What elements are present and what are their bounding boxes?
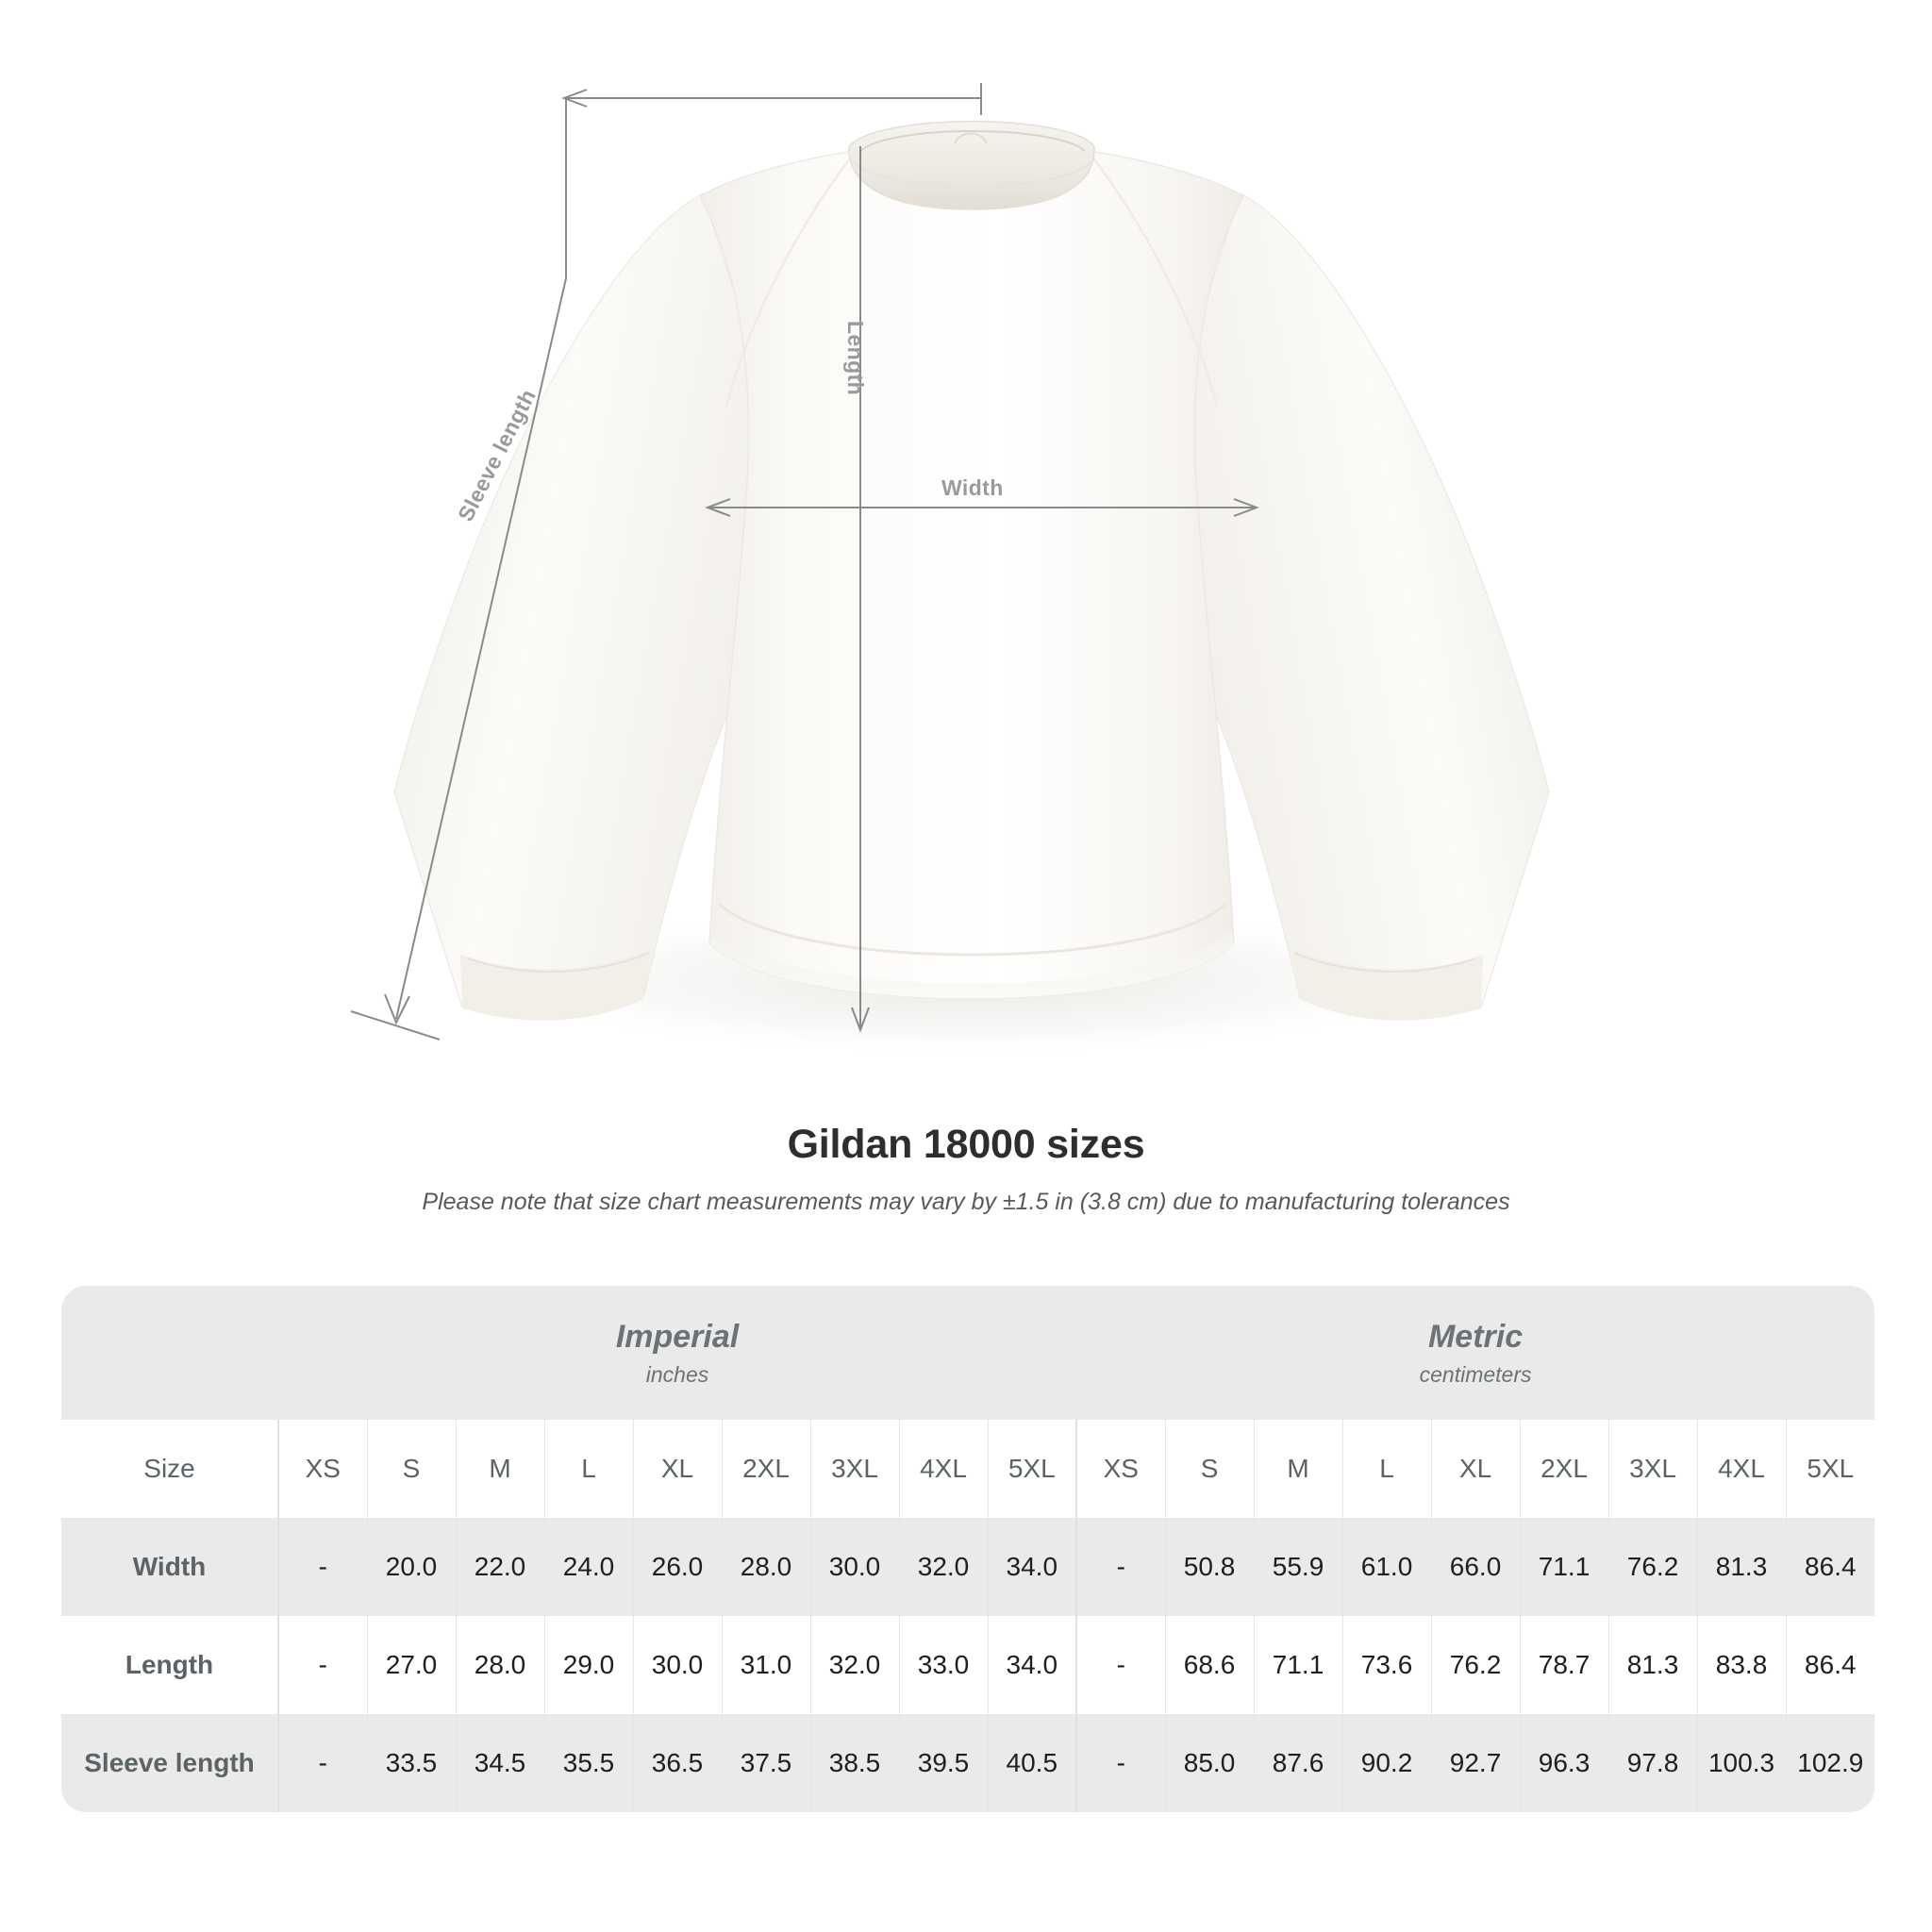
cell-width-imperial-m: 22.0 [455, 1518, 544, 1616]
column-header-metric-4xl: 4XL [1696, 1420, 1787, 1518]
cell-length-metric-xl: 76.2 [1430, 1616, 1521, 1714]
cell-width-metric-2xl: 71.1 [1519, 1518, 1609, 1616]
sweatshirt-diagram [350, 83, 1550, 1057]
cell-width-metric-4xl: 81.3 [1696, 1518, 1787, 1616]
cell-width-imperial-xl: 26.0 [632, 1518, 722, 1616]
cell-length-metric-4xl: 83.8 [1696, 1616, 1787, 1714]
size-chart-table-wrapper: Imperial inches Metric centimeters Size … [61, 1286, 1875, 1812]
column-header-imperial-5xl: 5XL [987, 1420, 1077, 1518]
cell-sleeve-imperial-l: 35.5 [543, 1714, 633, 1812]
length-dimension-label: Length [843, 321, 868, 396]
cell-sleeve-metric-m: 87.6 [1253, 1714, 1343, 1812]
tolerance-note: Please note that size chart measurements… [422, 1189, 1510, 1216]
cell-sleeve-imperial-2xl: 37.5 [721, 1714, 810, 1812]
cell-sleeve-metric-xl: 92.7 [1430, 1714, 1521, 1812]
column-header-imperial-xs: XS [277, 1420, 367, 1518]
cell-width-metric-m: 55.9 [1253, 1518, 1343, 1616]
cell-sleeve-metric-2xl: 96.3 [1519, 1714, 1609, 1812]
cell-width-metric-xs: - [1075, 1518, 1166, 1616]
cell-sleeve-metric-xs: - [1075, 1714, 1166, 1812]
cell-width-imperial-xs: - [277, 1518, 367, 1616]
cell-width-imperial-2xl: 28.0 [721, 1518, 810, 1616]
cell-length-metric-3xl: 81.3 [1607, 1616, 1698, 1714]
cell-width-imperial-s: 20.0 [366, 1518, 456, 1616]
unit-group-imperial-name: Imperial [615, 1318, 740, 1355]
cell-sleeve-imperial-4xl: 39.5 [898, 1714, 988, 1812]
column-header-metric-5xl: 5XL [1785, 1420, 1875, 1518]
cell-sleeve-metric-s: 85.0 [1164, 1714, 1255, 1812]
column-header-metric-l: L [1341, 1420, 1432, 1518]
cell-length-metric-5xl: 86.4 [1785, 1616, 1875, 1714]
title-block: Gildan 18000 sizes Please note that size… [0, 1122, 1932, 1216]
cell-width-imperial-4xl: 32.0 [898, 1518, 988, 1616]
column-header-metric-3xl: 3XL [1607, 1420, 1698, 1518]
page-title: Gildan 18000 sizes [787, 1122, 1145, 1167]
cell-length-metric-2xl: 78.7 [1519, 1616, 1609, 1714]
width-dimension-label: Width [941, 475, 1004, 500]
cell-sleeve-imperial-xl: 36.5 [632, 1714, 722, 1812]
cell-length-metric-m: 71.1 [1253, 1616, 1343, 1714]
unit-group-metric: Metric centimeters [1076, 1286, 1875, 1420]
size-header-row: Size XS S M L XL 2XL 3XL 4XL 5XL XS S M … [61, 1420, 1875, 1518]
cell-sleeve-metric-4xl: 100.3 [1696, 1714, 1787, 1812]
cell-length-imperial-2xl: 31.0 [721, 1616, 810, 1714]
row-label-width: Width [61, 1518, 278, 1616]
column-header-metric-xl: XL [1430, 1420, 1521, 1518]
cell-width-metric-s: 50.8 [1164, 1518, 1255, 1616]
column-header-metric-xs: XS [1075, 1420, 1166, 1518]
cell-width-imperial-3xl: 30.0 [809, 1518, 899, 1616]
cell-length-metric-l: 73.6 [1341, 1616, 1432, 1714]
cell-width-imperial-l: 24.0 [543, 1518, 633, 1616]
cell-length-imperial-xs: - [277, 1616, 367, 1714]
cell-length-imperial-4xl: 33.0 [898, 1616, 988, 1714]
cell-width-metric-xl: 66.0 [1430, 1518, 1521, 1616]
column-header-imperial-4xl: 4XL [898, 1420, 988, 1518]
column-header-size: Size [61, 1420, 278, 1518]
unit-group-imperial-unit: inches [645, 1361, 709, 1387]
unit-group-metric-unit: centimeters [1419, 1361, 1532, 1387]
cell-sleeve-imperial-3xl: 38.5 [809, 1714, 899, 1812]
cell-width-metric-5xl: 86.4 [1785, 1518, 1875, 1616]
row-label-length: Length [61, 1616, 278, 1714]
cell-sleeve-imperial-xs: - [277, 1714, 367, 1812]
table-row: Sleeve length - 33.5 34.5 35.5 36.5 37.5… [61, 1714, 1875, 1812]
cell-sleeve-imperial-5xl: 40.5 [987, 1714, 1077, 1812]
cell-length-metric-xs: - [1075, 1616, 1166, 1714]
cell-length-imperial-m: 28.0 [455, 1616, 544, 1714]
cell-length-imperial-5xl: 34.0 [987, 1616, 1077, 1714]
unit-header-spacer [61, 1286, 278, 1420]
cell-length-imperial-xl: 30.0 [632, 1616, 722, 1714]
cell-length-imperial-3xl: 32.0 [809, 1616, 899, 1714]
table-row: Width - 20.0 22.0 24.0 26.0 28.0 30.0 32… [61, 1518, 1875, 1616]
column-header-imperial-xl: XL [632, 1420, 722, 1518]
row-label-sleeve-length: Sleeve length [61, 1714, 278, 1812]
column-header-metric-m: M [1253, 1420, 1343, 1518]
column-header-imperial-m: M [455, 1420, 544, 1518]
unit-group-imperial: Imperial inches [278, 1286, 1077, 1420]
unit-group-metric-name: Metric [1427, 1318, 1524, 1355]
column-header-imperial-3xl: 3XL [809, 1420, 899, 1518]
size-chart-table: Imperial inches Metric centimeters Size … [61, 1286, 1875, 1812]
column-header-imperial-s: S [366, 1420, 456, 1518]
cell-length-imperial-l: 29.0 [543, 1616, 633, 1714]
column-header-imperial-l: L [543, 1420, 633, 1518]
cell-sleeve-metric-3xl: 97.8 [1607, 1714, 1698, 1812]
cell-width-imperial-5xl: 34.0 [987, 1518, 1077, 1616]
cell-length-imperial-s: 27.0 [366, 1616, 456, 1714]
table-row: Length - 27.0 28.0 29.0 30.0 31.0 32.0 3… [61, 1616, 1875, 1714]
cell-sleeve-metric-5xl: 102.9 [1785, 1714, 1875, 1812]
column-header-imperial-2xl: 2XL [721, 1420, 810, 1518]
cell-width-metric-3xl: 76.2 [1607, 1518, 1698, 1616]
garment-illustration-panel: Length Width Sleeve length [350, 83, 1550, 1057]
cell-sleeve-imperial-s: 33.5 [366, 1714, 456, 1812]
measurement-guides [350, 83, 1259, 1041]
cell-sleeve-metric-l: 90.2 [1341, 1714, 1432, 1812]
unit-group-header-row: Imperial inches Metric centimeters [61, 1286, 1875, 1420]
cell-length-metric-s: 68.6 [1164, 1616, 1255, 1714]
column-header-metric-2xl: 2XL [1519, 1420, 1609, 1518]
cell-sleeve-imperial-m: 34.5 [455, 1714, 544, 1812]
cell-width-metric-l: 61.0 [1341, 1518, 1432, 1616]
column-header-metric-s: S [1164, 1420, 1255, 1518]
